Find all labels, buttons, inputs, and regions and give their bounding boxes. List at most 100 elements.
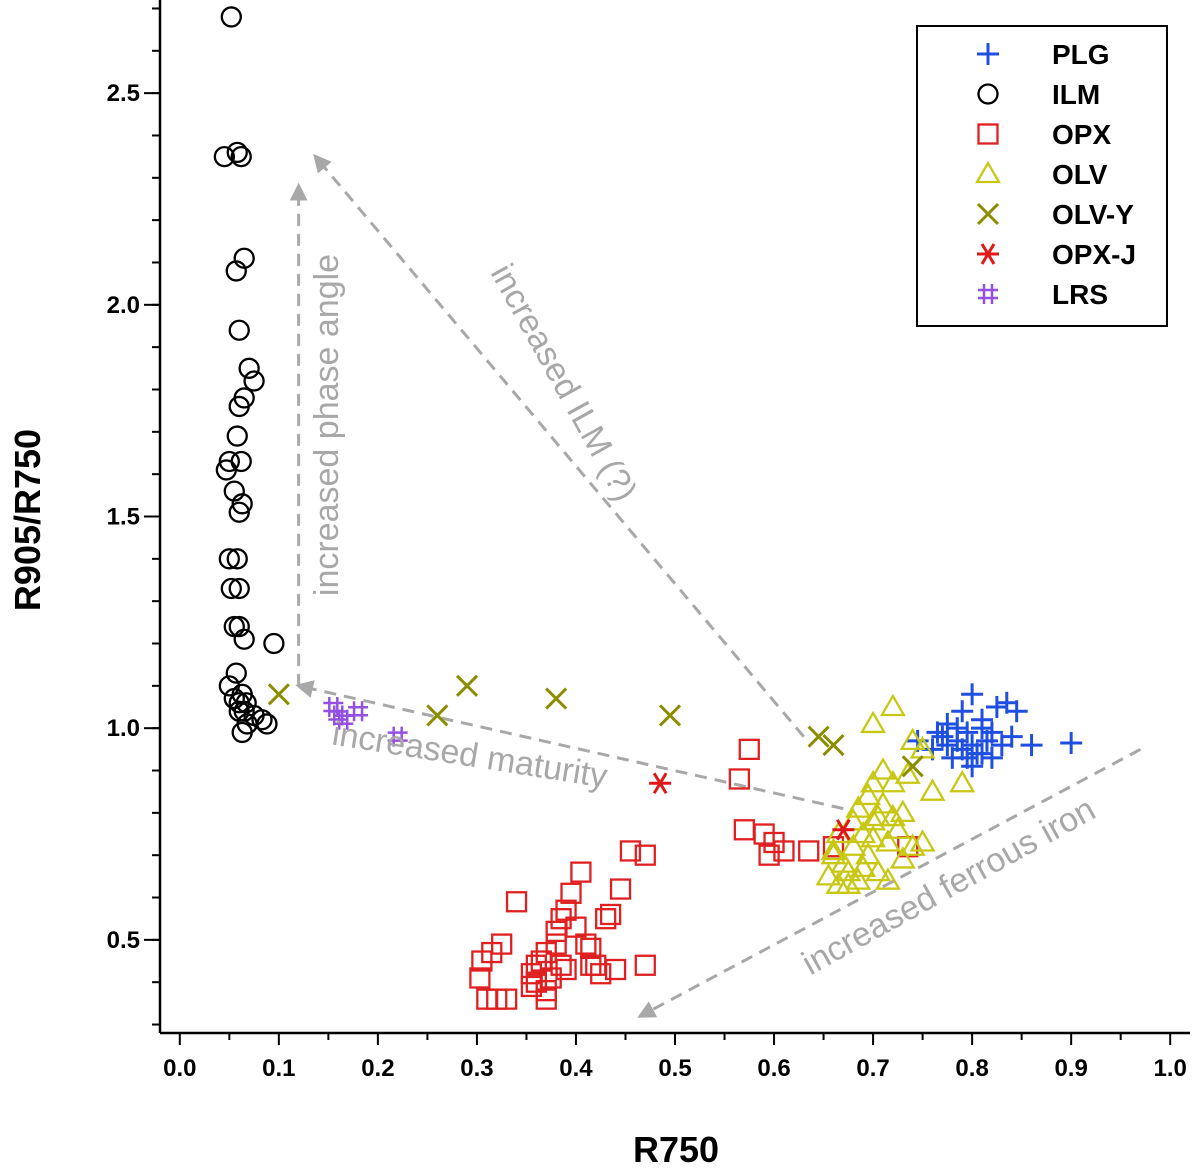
annotation-arrow-3	[637, 748, 1142, 1018]
x-tick-label: 0.5	[658, 1055, 691, 1082]
data-point-olv	[889, 799, 916, 823]
data-point-olv	[879, 693, 906, 717]
legend-marker-plg	[977, 43, 999, 65]
data-point-olv	[894, 761, 921, 784]
data-point-olv-y	[658, 704, 682, 727]
data-point-ilm	[228, 395, 250, 418]
data-point-opx	[469, 967, 491, 989]
data-point-olv	[874, 867, 901, 890]
data-point-opx	[545, 933, 567, 955]
series-olv-y	[267, 674, 924, 778]
data-point-opx	[590, 963, 612, 985]
data-point-olv	[899, 833, 926, 856]
data-point-plg	[956, 721, 979, 744]
x-tick-label: 1.0	[1154, 1055, 1187, 1082]
data-points	[213, 6, 1083, 1010]
x-tick-label: 0.9	[1054, 1055, 1087, 1082]
data-point-olv	[850, 854, 877, 878]
data-point-olv-y	[267, 683, 290, 706]
data-point-opx	[798, 840, 820, 862]
x-tick-label: 0.3	[460, 1055, 493, 1082]
data-point-olv	[884, 816, 911, 839]
data-point-opx-j	[832, 819, 855, 841]
data-point-ilm	[218, 548, 240, 570]
data-point-olv	[815, 863, 842, 886]
data-point-olv	[919, 778, 946, 801]
legend-label-lrs: LRS	[1052, 279, 1108, 310]
legend-label-olv-y: OLV-Y	[1052, 199, 1134, 230]
annotation-phase-angle: increased phase angle	[308, 254, 346, 596]
data-point-ilm	[231, 493, 253, 515]
data-point-opx	[565, 916, 587, 938]
legend-marker-opx	[977, 123, 999, 145]
data-point-ilm	[220, 6, 242, 28]
data-point-opx	[580, 937, 602, 959]
data-point-ilm	[220, 577, 242, 600]
data-point-olv	[865, 803, 892, 827]
data-point-opx	[555, 958, 577, 981]
data-point-opx	[619, 840, 642, 862]
x-tick-label: 0.4	[559, 1055, 593, 1082]
data-point-opx	[733, 819, 755, 841]
data-point-opx	[520, 975, 543, 998]
legend-label-opx-j: OPX-J	[1052, 239, 1136, 270]
data-point-opx	[560, 882, 582, 904]
data-point-ilm	[226, 548, 248, 570]
data-point-olv-y	[455, 674, 479, 697]
data-point-plg	[936, 734, 959, 757]
series-plg	[906, 683, 1083, 778]
legend-marker-opx-j	[977, 243, 999, 265]
x-tick-label: 0.7	[856, 1055, 889, 1082]
data-point-plg	[1005, 700, 1028, 723]
annotation-maturity: increased maturity	[330, 715, 610, 796]
data-point-ilm	[233, 628, 255, 650]
data-point-opx	[595, 908, 617, 930]
data-point-ilm	[230, 145, 252, 168]
data-point-olv	[820, 837, 847, 861]
x-tick-label: 0.6	[757, 1055, 790, 1082]
y-tick-label: 1.0	[107, 715, 140, 742]
data-point-olv	[879, 803, 906, 827]
data-point-ilm	[243, 370, 265, 392]
series-opx	[469, 738, 919, 1010]
data-point-opx	[822, 836, 845, 858]
data-point-opx	[525, 954, 547, 976]
y-tick-label: 2.5	[107, 80, 140, 107]
data-point-opx	[535, 988, 557, 1010]
data-point-olv	[835, 871, 862, 894]
data-point-opx	[758, 844, 780, 866]
data-point-opx	[773, 840, 795, 862]
series-opx-j	[649, 772, 855, 841]
data-point-plg	[961, 683, 984, 706]
data-point-plg	[980, 746, 1003, 769]
annotation-arrow-2	[295, 680, 844, 811]
data-point-plg	[946, 717, 969, 740]
data-point-plg	[956, 746, 979, 769]
data-point-plg	[1060, 731, 1083, 754]
data-point-ilm	[263, 632, 285, 655]
data-point-olv	[850, 820, 877, 844]
legend-label-ilm: ILM	[1052, 79, 1100, 110]
legend-box	[916, 25, 1168, 327]
data-point-ilm	[226, 141, 248, 164]
series-ilm	[213, 6, 285, 744]
data-point-ilm	[225, 662, 247, 684]
x-tick-label: 0.0	[163, 1055, 196, 1082]
data-point-opx	[505, 891, 528, 913]
data-point-olv	[865, 858, 892, 882]
data-point-opx-j	[649, 772, 672, 794]
data-point-olv	[869, 757, 896, 780]
data-point-olv-y	[426, 704, 449, 727]
y-tick-label: 0.5	[107, 927, 140, 954]
data-point-olv	[855, 782, 882, 806]
data-point-opx	[599, 903, 622, 926]
data-point-opx	[491, 933, 513, 955]
data-point-plg	[926, 721, 949, 744]
data-point-plg	[951, 700, 974, 723]
data-point-olv-y	[822, 734, 845, 757]
legend-label-olv: OLV	[1052, 159, 1108, 190]
series-lrs	[323, 697, 408, 747]
data-point-lrs	[348, 701, 369, 722]
data-point-plg	[985, 696, 1008, 719]
